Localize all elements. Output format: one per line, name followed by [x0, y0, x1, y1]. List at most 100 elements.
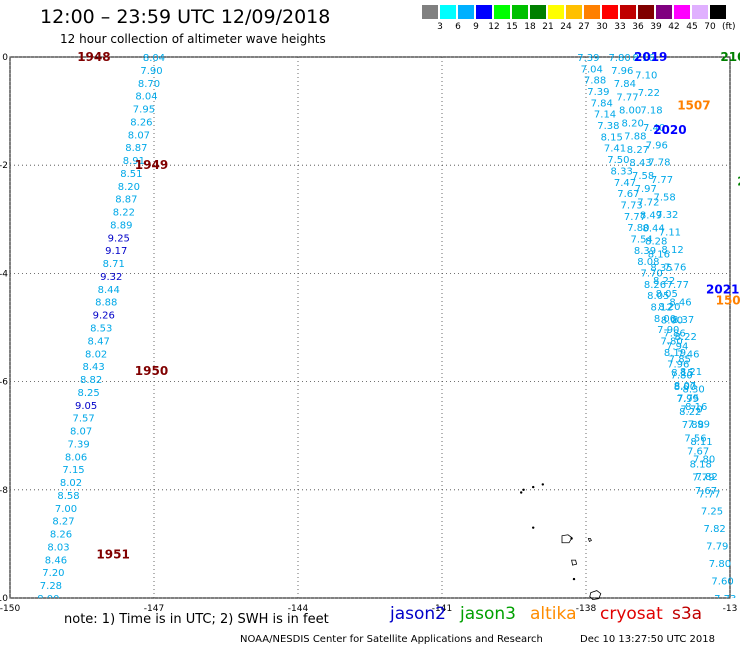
swh-value-label: 7.39: [67, 439, 89, 450]
swh-value-label: 7.73: [714, 594, 736, 605]
swh-value-label: 7.80: [627, 223, 649, 234]
swh-value-label: 8.43: [629, 158, 651, 169]
colorbar-swatch: [656, 5, 672, 19]
pass-time-label: 2109: [720, 50, 740, 64]
map-title: 12:00 – 23:59 UTC 12/09/2018: [40, 6, 331, 28]
swh-value-label: 8.05: [647, 291, 669, 302]
x-tick-label: -150: [0, 604, 20, 614]
swh-value-label: 9.26: [93, 311, 115, 322]
x-tick-label: -141: [432, 604, 452, 614]
swh-value-label: 8.53: [90, 324, 112, 335]
swh-value-label: 7.99: [688, 419, 710, 430]
satellite-legend-s3a: s3a: [672, 604, 703, 624]
swh-value-label: 7.58: [654, 193, 676, 204]
swh-value-label: 7.75: [677, 393, 699, 404]
swh-value-label: 8.08: [637, 257, 659, 268]
satellite-legend-cryosat: cryosat: [600, 604, 663, 624]
swh-value-label: 8.22: [113, 208, 135, 219]
swh-value-label: 7.85: [669, 355, 691, 366]
swh-value-label: 7.99: [677, 394, 699, 405]
swh-value-label: 8.22: [653, 276, 675, 287]
swh-value-label: 7.82: [704, 524, 726, 535]
swh-value-label: 7.78: [648, 158, 670, 169]
swh-value-label: 7.96: [646, 140, 668, 151]
swh-value-label: 7.77: [651, 175, 673, 186]
swh-value-label: 7.04: [581, 64, 603, 75]
swh-value-label: 7.84: [614, 79, 636, 90]
swh-value-label: 7.96: [667, 359, 689, 370]
colorbar-unit: (ft): [722, 22, 736, 32]
swh-value-label: 7.90: [657, 325, 679, 336]
swh-value-label: 7.25: [701, 507, 723, 518]
swh-value-label: 8.12: [661, 245, 683, 256]
swh-value-label: 8.20: [118, 182, 140, 193]
swh-value-label: 8.88: [95, 298, 117, 309]
swh-value-label: 7.70: [680, 405, 702, 416]
colorbar-label: 45: [686, 22, 698, 32]
swh-value-label: 7.39: [587, 87, 609, 98]
swh-value-label: 7.40: [643, 123, 665, 134]
swh-value-label: 7.79: [692, 473, 714, 484]
y-tick-label: -10: [0, 594, 8, 604]
swh-value-label: 8.11: [690, 437, 712, 448]
swh-value-label: 8.26: [130, 117, 152, 128]
colorbar-swatch: [494, 5, 510, 19]
swh-value-label: 8.07: [70, 427, 92, 438]
colorbar-label: 39: [650, 22, 662, 32]
swh-value-label: 8.35: [650, 263, 672, 274]
x-tick-label: -138: [576, 604, 597, 614]
swh-value-label: 8.16: [632, 53, 654, 64]
island-outline: [561, 534, 573, 544]
pass-time-label: 1948: [77, 50, 110, 64]
swh-value-label: 8.00: [654, 314, 676, 325]
swh-value-label: 7.67: [695, 486, 717, 497]
colorbar-swatch: [566, 5, 582, 19]
y-tick-label: -2: [0, 161, 8, 171]
colorbar-swatch: [548, 5, 564, 19]
swh-value-label: 7.00: [55, 504, 77, 515]
swh-value-label: 7.14: [594, 110, 616, 121]
swh-value-label: 8.87: [125, 143, 147, 154]
swh-value-label: 8.51: [120, 169, 142, 180]
swh-value-label: 8.70: [138, 79, 160, 90]
swh-value-label: 8.46: [669, 297, 691, 308]
swh-value-label: 8.15: [601, 132, 623, 143]
swh-value-label: 8.20: [622, 119, 644, 130]
swh-value-label: 8.16: [648, 250, 670, 261]
swh-value-label: 7.94: [666, 342, 688, 353]
pass-time-label: 2: [737, 174, 740, 188]
swh-value-label: 8.30: [682, 385, 704, 396]
swh-value-label: 7.20: [42, 568, 64, 579]
swh-value-label: 8.46: [45, 555, 67, 566]
x-tick-label: -147: [144, 604, 164, 614]
swh-value-label: 9.17: [105, 246, 127, 257]
map-subtitle: 12 hour collection of altimeter wave hei…: [60, 32, 326, 46]
colorbar-label: 12: [488, 22, 500, 32]
swh-value-label: 7.80: [660, 337, 682, 348]
pass-time-label: 1506: [716, 293, 740, 307]
colorbar-label: 27: [578, 22, 590, 32]
island-dot: [572, 577, 576, 581]
swh-value-label: 7.56: [684, 433, 706, 444]
swh-value-label: 8.26: [644, 280, 666, 291]
colorbar-swatch: [602, 5, 618, 19]
colorbar-swatch: [476, 5, 492, 19]
y-tick-label: 0: [2, 53, 8, 63]
colorbar-label: 42: [668, 22, 680, 32]
colorbar-swatch: [458, 5, 474, 19]
swh-value-label: 8.43: [83, 362, 105, 373]
swh-value-label: 9.25: [108, 233, 130, 244]
colorbar-swatch: [512, 5, 528, 19]
y-tick-label: -4: [0, 269, 8, 279]
swh-value-label: 8.82: [80, 375, 102, 386]
swh-value-label: 8.15: [671, 368, 693, 379]
swh-value-label: 8.02: [85, 349, 107, 360]
swh-value-label: 8.39: [634, 246, 656, 257]
swh-value-label: 7.18: [640, 105, 662, 116]
swh-value-label: 7.11: [659, 228, 681, 239]
swh-value-label: 7.86: [663, 328, 685, 339]
swh-value-label: 7.72: [637, 197, 659, 208]
swh-value-label: 7.77: [616, 92, 638, 103]
swh-value-label: 7.77: [698, 489, 720, 500]
swh-value-label: 8.04: [143, 53, 165, 64]
